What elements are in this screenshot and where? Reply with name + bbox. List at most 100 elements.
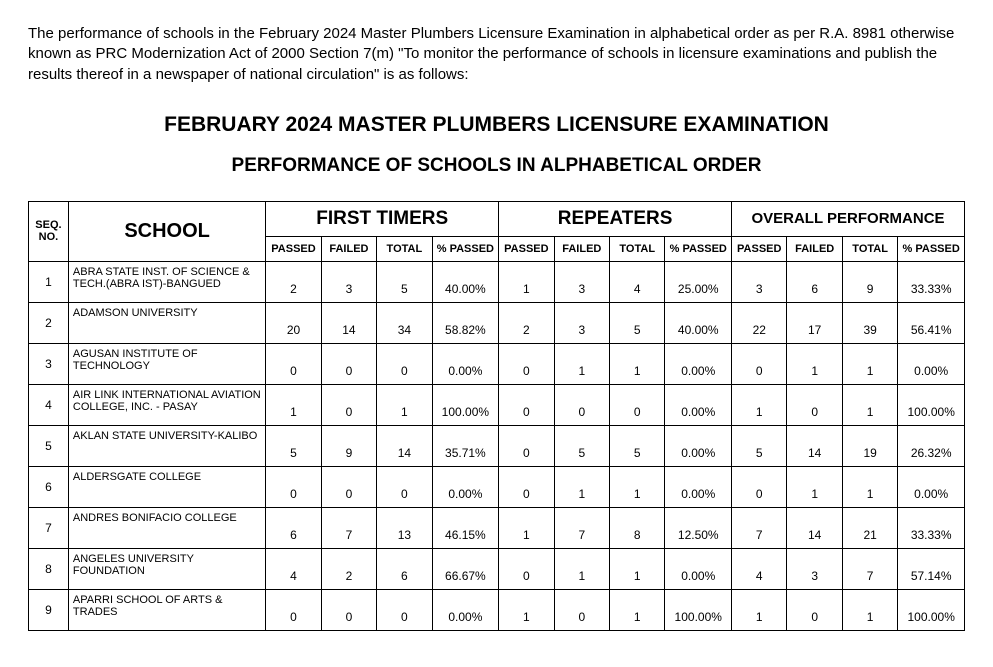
- cell-ov-passed: 0: [732, 466, 787, 507]
- cell-ft-total: 6: [377, 548, 432, 589]
- cell-ov-passed: 0: [732, 343, 787, 384]
- header-rp-passed: PASSED: [499, 236, 554, 261]
- cell-seq: 1: [29, 261, 69, 302]
- cell-ft-total: 34: [377, 302, 432, 343]
- cell-ov-failed: 3: [787, 548, 842, 589]
- table-row: 1ABRA STATE INST. OF SCIENCE & TECH.(ABR…: [29, 261, 965, 302]
- cell-ft-failed: 0: [321, 589, 376, 630]
- cell-ov-passed: 1: [732, 589, 787, 630]
- cell-rp-total: 0: [610, 384, 665, 425]
- cell-rp-passed: 2: [499, 302, 554, 343]
- cell-rp-total: 1: [610, 343, 665, 384]
- title-sub: PERFORMANCE OF SCHOOLS IN ALPHABETICAL O…: [28, 155, 965, 177]
- cell-ov-failed: 6: [787, 261, 842, 302]
- cell-rp-total: 1: [610, 589, 665, 630]
- header-ov-failed: FAILED: [787, 236, 842, 261]
- cell-school: ALDERSGATE COLLEGE: [68, 466, 265, 507]
- cell-rp-total: 4: [610, 261, 665, 302]
- cell-rp-failed: 1: [554, 343, 609, 384]
- header-rp-pct: % PASSED: [665, 236, 732, 261]
- header-rp-failed: FAILED: [554, 236, 609, 261]
- cell-seq: 6: [29, 466, 69, 507]
- cell-ft-passed: 0: [266, 343, 321, 384]
- table-body: 1ABRA STATE INST. OF SCIENCE & TECH.(ABR…: [29, 261, 965, 630]
- cell-ft-failed: 7: [321, 507, 376, 548]
- cell-ov-failed: 17: [787, 302, 842, 343]
- cell-ft-total: 13: [377, 507, 432, 548]
- cell-ov-pct: 100.00%: [898, 384, 965, 425]
- cell-rp-pct: 100.00%: [665, 589, 732, 630]
- header-ov-pct: % PASSED: [898, 236, 965, 261]
- cell-school: AIR LINK INTERNATIONAL AVIATION COLLEGE,…: [68, 384, 265, 425]
- header-ft-pct: % PASSED: [432, 236, 499, 261]
- cell-ft-pct: 58.82%: [432, 302, 499, 343]
- cell-rp-passed: 0: [499, 425, 554, 466]
- cell-ov-failed: 0: [787, 384, 842, 425]
- cell-ov-total: 1: [842, 589, 897, 630]
- cell-seq: 7: [29, 507, 69, 548]
- header-ft-total: TOTAL: [377, 236, 432, 261]
- cell-rp-pct: 0.00%: [665, 548, 732, 589]
- header-ov-total: TOTAL: [842, 236, 897, 261]
- cell-ft-failed: 14: [321, 302, 376, 343]
- cell-ft-failed: 9: [321, 425, 376, 466]
- cell-school: AKLAN STATE UNIVERSITY-KALIBO: [68, 425, 265, 466]
- cell-ov-total: 9: [842, 261, 897, 302]
- cell-ft-failed: 0: [321, 343, 376, 384]
- cell-rp-pct: 40.00%: [665, 302, 732, 343]
- cell-rp-total: 5: [610, 302, 665, 343]
- intro-paragraph: The performance of schools in the Februa…: [28, 24, 965, 85]
- cell-ft-total: 5: [377, 261, 432, 302]
- cell-rp-failed: 3: [554, 302, 609, 343]
- cell-rp-pct: 0.00%: [665, 466, 732, 507]
- cell-rp-total: 1: [610, 548, 665, 589]
- cell-ov-total: 1: [842, 466, 897, 507]
- cell-ov-passed: 3: [732, 261, 787, 302]
- cell-rp-passed: 1: [499, 261, 554, 302]
- cell-ft-passed: 2: [266, 261, 321, 302]
- header-ov-passed: PASSED: [732, 236, 787, 261]
- cell-rp-failed: 0: [554, 384, 609, 425]
- cell-rp-pct: 0.00%: [665, 425, 732, 466]
- cell-ov-pct: 100.00%: [898, 589, 965, 630]
- cell-rp-total: 5: [610, 425, 665, 466]
- cell-ft-pct: 46.15%: [432, 507, 499, 548]
- cell-ft-pct: 35.71%: [432, 425, 499, 466]
- cell-rp-pct: 12.50%: [665, 507, 732, 548]
- cell-ov-passed: 22: [732, 302, 787, 343]
- cell-school: APARRI SCHOOL OF ARTS & TRADES: [68, 589, 265, 630]
- cell-ov-total: 1: [842, 343, 897, 384]
- cell-ft-failed: 0: [321, 466, 376, 507]
- table-header: SEQ. NO. SCHOOL FIRST TIMERS REPEATERS O…: [29, 201, 965, 261]
- cell-ft-pct: 0.00%: [432, 466, 499, 507]
- cell-ft-passed: 6: [266, 507, 321, 548]
- cell-ov-total: 19: [842, 425, 897, 466]
- cell-seq: 5: [29, 425, 69, 466]
- header-school: SCHOOL: [68, 201, 265, 261]
- cell-ov-pct: 0.00%: [898, 466, 965, 507]
- cell-school: AGUSAN INSTITUTE OF TECHNOLOGY: [68, 343, 265, 384]
- cell-seq: 3: [29, 343, 69, 384]
- cell-rp-pct: 0.00%: [665, 343, 732, 384]
- header-repeaters: REPEATERS: [499, 201, 732, 236]
- cell-ov-failed: 0: [787, 589, 842, 630]
- cell-ft-pct: 40.00%: [432, 261, 499, 302]
- table-row: 9APARRI SCHOOL OF ARTS & TRADES0000.00%1…: [29, 589, 965, 630]
- cell-rp-pct: 25.00%: [665, 261, 732, 302]
- cell-ft-passed: 5: [266, 425, 321, 466]
- cell-rp-failed: 7: [554, 507, 609, 548]
- cell-ft-pct: 0.00%: [432, 589, 499, 630]
- table-row: 2ADAMSON UNIVERSITY20143458.82%23540.00%…: [29, 302, 965, 343]
- cell-ft-failed: 0: [321, 384, 376, 425]
- cell-rp-pct: 0.00%: [665, 384, 732, 425]
- cell-ft-passed: 4: [266, 548, 321, 589]
- cell-seq: 2: [29, 302, 69, 343]
- cell-rp-failed: 5: [554, 425, 609, 466]
- cell-rp-failed: 0: [554, 589, 609, 630]
- cell-ft-pct: 100.00%: [432, 384, 499, 425]
- cell-ov-pct: 33.33%: [898, 507, 965, 548]
- cell-rp-failed: 1: [554, 466, 609, 507]
- header-ft-passed: PASSED: [266, 236, 321, 261]
- header-first-timers: FIRST TIMERS: [266, 201, 499, 236]
- cell-ov-passed: 4: [732, 548, 787, 589]
